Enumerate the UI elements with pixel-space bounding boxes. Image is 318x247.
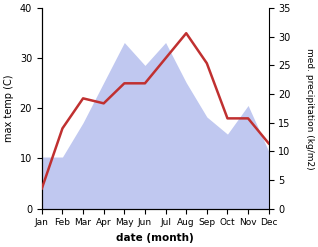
Y-axis label: max temp (C): max temp (C) (4, 75, 14, 142)
Y-axis label: med. precipitation (kg/m2): med. precipitation (kg/m2) (305, 48, 314, 169)
X-axis label: date (month): date (month) (116, 233, 194, 243)
